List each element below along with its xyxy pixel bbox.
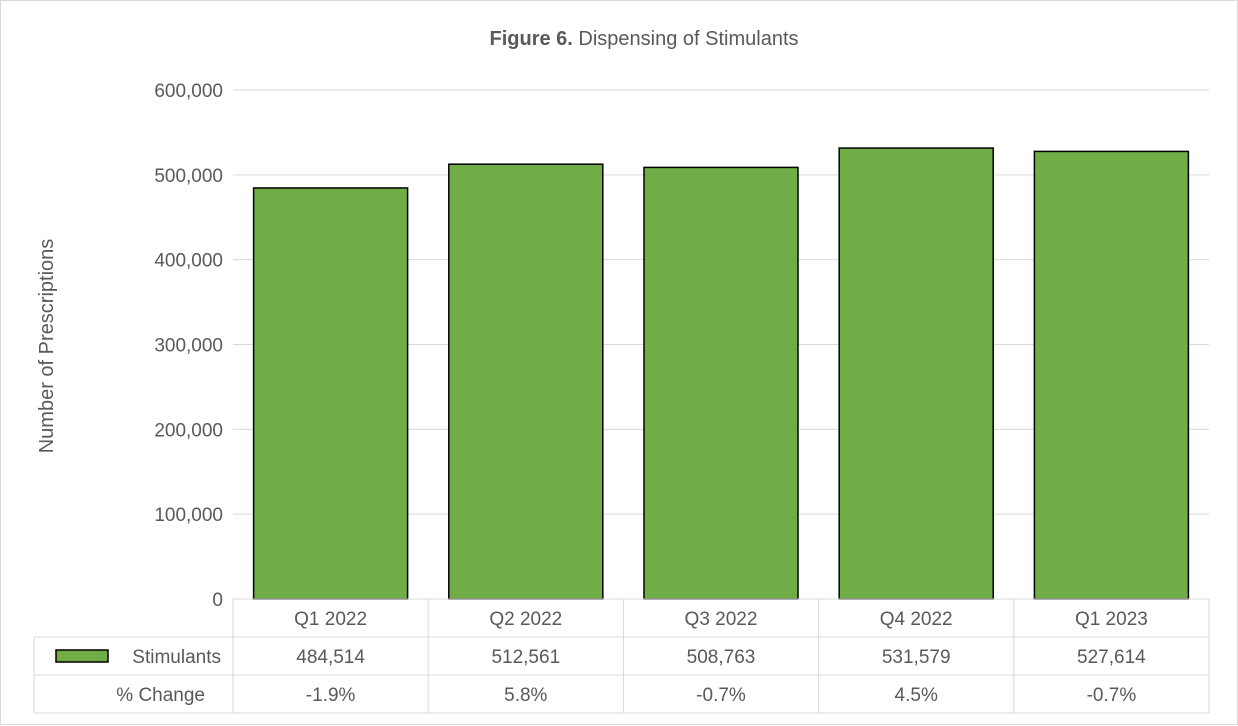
chart-title-bold: Figure 6. <box>489 28 572 50</box>
y-tick-label: 0 <box>212 590 223 611</box>
bar <box>1033 150 1190 600</box>
bar <box>448 163 604 600</box>
y-axis-ticks: 0 100,000 200,000 300,000 400,000 500,000 600,… <box>154 81 223 611</box>
y-tick-label: 600,000 <box>154 81 223 102</box>
legend-key <box>55 649 109 663</box>
y-tick-label: 300,000 <box>154 336 223 357</box>
chart-title: Figure 6. Dispensing of Stimulants <box>489 28 798 50</box>
y-axis-label: Number of Prescriptions <box>36 239 58 454</box>
y-tick-label: 500,000 <box>154 166 223 187</box>
table-cell: 512,561 <box>491 647 560 668</box>
table-cell: 508,763 <box>687 647 756 668</box>
table-cell: 527,614 <box>1077 647 1146 668</box>
table-row-label: Stimulants <box>132 647 221 668</box>
x-tick-label: Q4 2022 <box>880 609 953 630</box>
bar <box>838 147 994 600</box>
y-tick-label: 400,000 <box>154 251 223 272</box>
table-cell: 4.5% <box>895 685 938 706</box>
table-cell: 484,514 <box>296 647 365 668</box>
y-tick-label: 100,000 <box>154 505 223 526</box>
x-tick-label: Q1 2023 <box>1075 609 1148 630</box>
chart-title-rest: Dispensing of Stimulants <box>573 28 799 50</box>
bar <box>643 166 799 600</box>
table-cell: 5.8% <box>504 685 547 706</box>
table-cell: -0.7% <box>1087 685 1137 706</box>
x-tick-label: Q2 2022 <box>489 609 562 630</box>
y-tick-label: 200,000 <box>154 420 223 441</box>
bar <box>252 187 409 600</box>
table-row-label: % Change <box>116 685 205 706</box>
bars <box>252 147 1190 600</box>
data-table: Q1 2022 Q2 2022 Q3 2022 Q4 2022 Q1 2023 Stimu… <box>33 598 1210 714</box>
table-cell: -1.9% <box>306 685 356 706</box>
x-tick-label: Q1 2022 <box>294 609 367 630</box>
x-tick-label: Q3 2022 <box>685 609 758 630</box>
table-cell: -0.7% <box>696 685 746 706</box>
table-cell: 531,579 <box>882 647 951 668</box>
